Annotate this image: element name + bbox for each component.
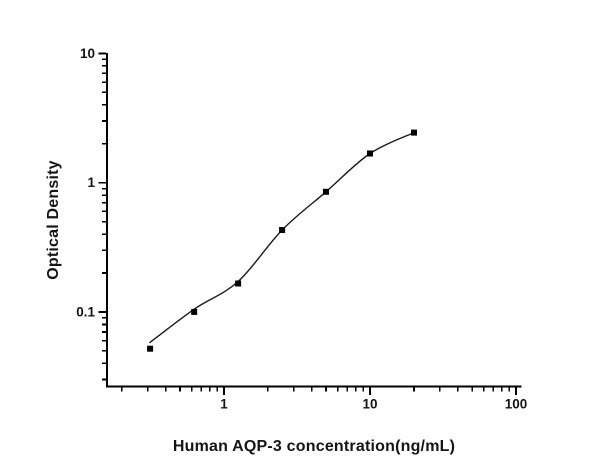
data-point-marker — [279, 227, 286, 233]
x-axis-title: Human AQP-3 concentration(ng/mL) — [172, 438, 456, 455]
x-tick-label: 1 — [220, 397, 228, 412]
y-tick-label: 0.1 — [76, 304, 95, 319]
y-axis-title: Optical Density — [45, 160, 62, 280]
y-tick-label: 10 — [80, 46, 95, 61]
x-tick-label: 10 — [362, 397, 377, 412]
data-point-marker — [411, 129, 417, 136]
y-tick-label: 1 — [87, 175, 95, 190]
data-point-marker — [323, 188, 329, 195]
data-point-marker — [235, 280, 242, 287]
axis-spines — [106, 53, 522, 388]
data-point-marker — [147, 345, 154, 352]
fit-curve-line — [149, 131, 415, 344]
data-point-marker — [191, 308, 198, 315]
x-tick-label: 100 — [505, 397, 528, 412]
data-point-marker — [367, 150, 373, 157]
